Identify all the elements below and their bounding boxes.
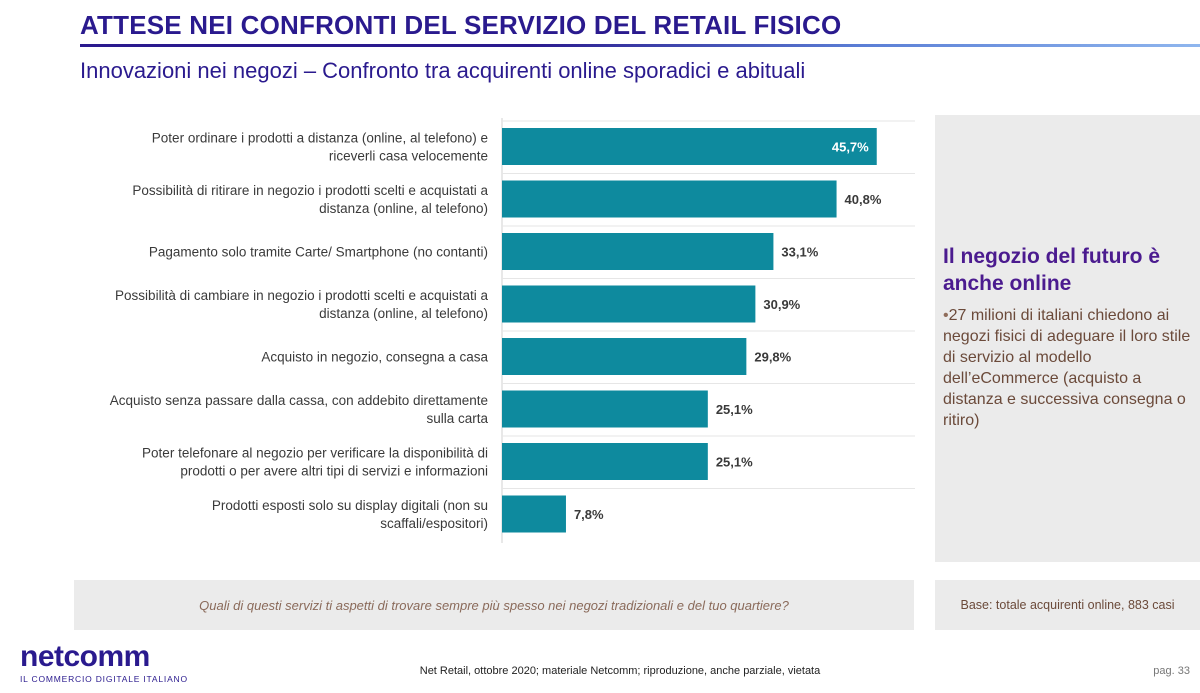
value-label-5: 29,8% xyxy=(754,350,791,365)
slide-title: ATTESE NEI CONFRONTI DEL SERVIZIO DEL RE… xyxy=(80,10,842,40)
bar-4 xyxy=(502,285,756,323)
category-label-6: Acquisto senza passare dalla cassa, con … xyxy=(110,393,489,426)
category-label-8: Prodotti esposti solo su display digital… xyxy=(212,498,488,531)
side-panel-body: •27 milioni di italiani chiedono ai nego… xyxy=(943,305,1198,431)
sample-base: Base: totale acquirenti online, 883 casi xyxy=(960,598,1175,612)
bar-chart-svg: 45,7% Poter ordinare i prodotti a distanz… xyxy=(110,118,915,543)
bar-1 xyxy=(502,128,877,165)
survey-question: Quali di questi servizi ti aspetti di tr… xyxy=(199,597,789,613)
value-label-4: 30,9% xyxy=(763,297,800,312)
value-label-6: 25,1% xyxy=(716,402,753,417)
bar-7 xyxy=(502,443,708,480)
category-label-1: Poter ordinare i prodotti a distanza (on… xyxy=(152,131,488,164)
bar-3 xyxy=(502,233,774,270)
category-label-3: Pagamento solo tramite Carte/ Smartphone… xyxy=(149,245,488,260)
side-panel-bullet: • xyxy=(943,307,949,324)
category-label-5: Acquisto in negozio, consegna a casa xyxy=(261,350,488,365)
logo-tagline: IL COMMERCIO DIGITALE ITALIANO xyxy=(20,674,188,684)
category-label-2: Possibilità di ritirare in negozio i pro… xyxy=(132,183,488,216)
category-label-7: Poter telefonare al negozio per verifica… xyxy=(142,446,488,479)
netcomm-logo: netcomm IL COMMERCIO DIGITALE ITALIANO xyxy=(20,640,188,688)
side-panel-heading: Il negozio del futuro è anche online xyxy=(943,245,1160,295)
value-label-3: 33,1% xyxy=(781,245,818,260)
slide-subtitle: Innovazioni nei negozi – Confronto tra a… xyxy=(80,58,806,83)
logo-wordmark: netcomm xyxy=(20,640,150,673)
value-label-7: 25,1% xyxy=(716,455,753,470)
question-box: Quali di questi servizi ti aspetti di tr… xyxy=(74,580,914,630)
title-rule xyxy=(80,44,1200,47)
side-panel xyxy=(935,115,1200,562)
bar-8 xyxy=(502,495,566,533)
base-box: Base: totale acquirenti online, 883 casi xyxy=(935,580,1200,630)
bar-2 xyxy=(502,180,837,218)
footer-note: Net Retail, ottobre 2020; materiale Netc… xyxy=(419,665,821,677)
category-label-4: Possibilità di cambiare in negozio i pro… xyxy=(115,288,488,321)
side-panel-text: 27 milioni di italiani chiedono ai negoz… xyxy=(943,307,1191,429)
bar-chart: 45,7% Poter ordinare i prodotti a distanz… xyxy=(80,118,915,543)
bar-5 xyxy=(502,338,747,375)
page-number: pag. 33 xyxy=(1153,665,1190,677)
value-label-1: 45,7% xyxy=(832,140,869,155)
value-label-2: 40,8% xyxy=(845,192,882,207)
value-label-8: 7,8% xyxy=(574,507,604,522)
bar-6 xyxy=(502,390,708,428)
